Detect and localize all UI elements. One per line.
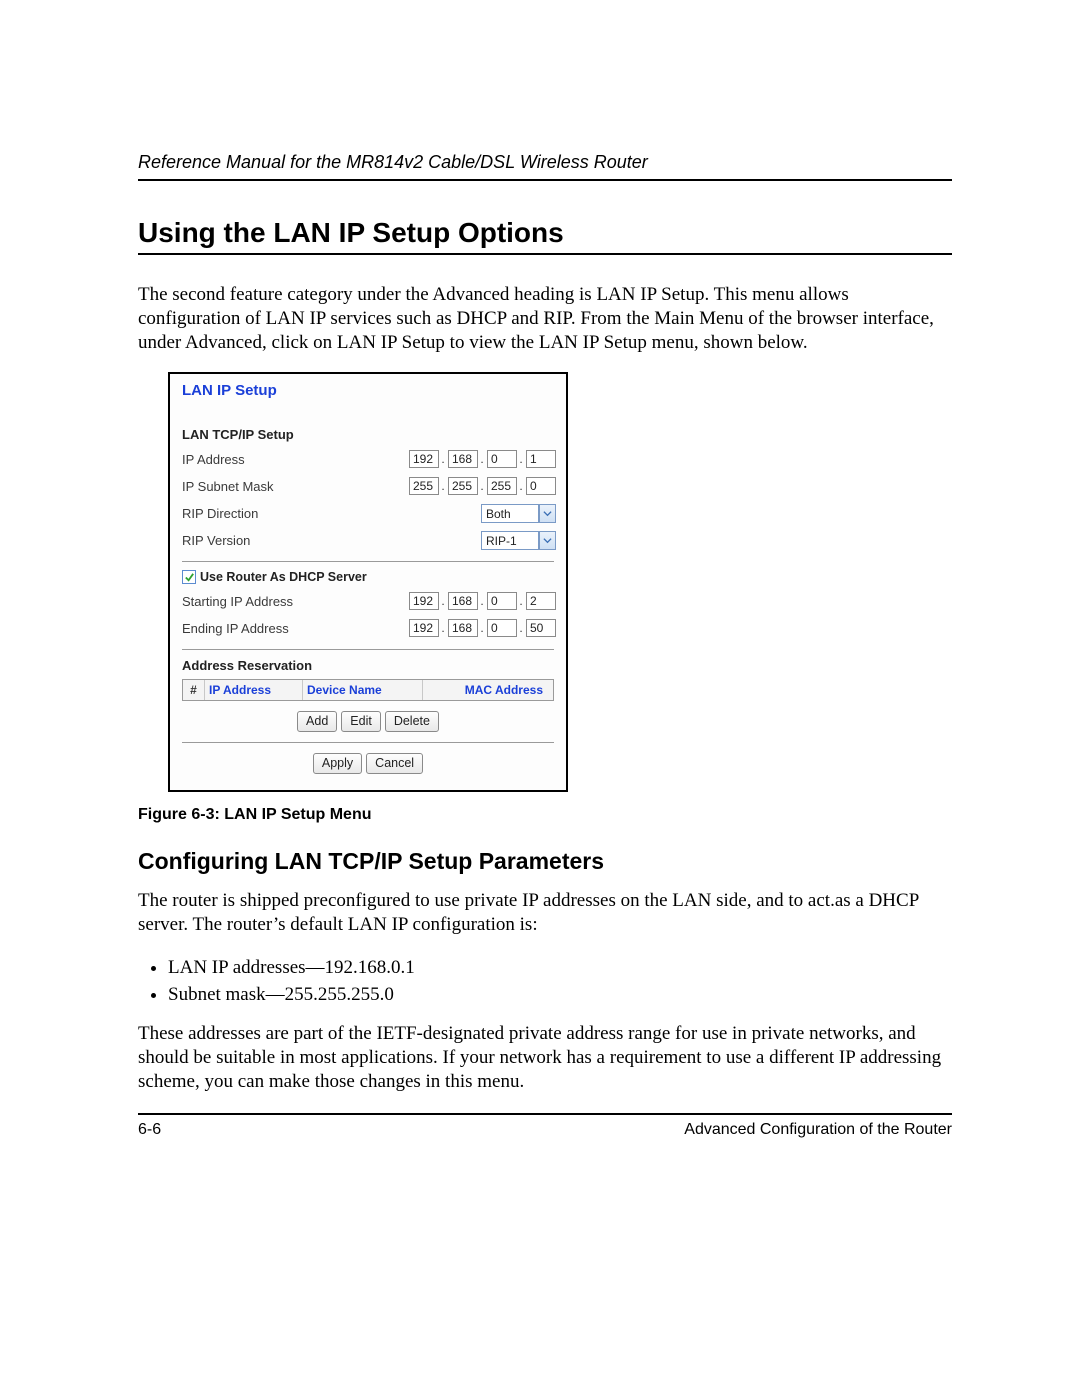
- chapter-name: Advanced Configuration of the Router: [684, 1121, 952, 1139]
- add-button[interactable]: Add: [297, 711, 337, 732]
- rip-direction-value: Both: [481, 504, 539, 523]
- dot: .: [439, 594, 448, 608]
- page-footer: 6-6 Advanced Configuration of the Router: [138, 1121, 952, 1139]
- ip-octet-3[interactable]: 0: [487, 450, 517, 468]
- ip-octet-1[interactable]: 192: [409, 450, 439, 468]
- row-ip-address: IP Address 192. 168. 0. 1: [182, 448, 556, 470]
- footer-rule: [138, 1113, 952, 1115]
- figure-caption: Figure 6-3: LAN IP Setup Menu: [138, 806, 952, 824]
- rip-direction-label: RIP Direction: [182, 506, 481, 521]
- starting-ip-label: Starting IP Address: [182, 594, 409, 609]
- list-item: Subnet mask—255.255.255.0: [168, 982, 952, 1008]
- section-intro: The second feature category under the Ad…: [138, 283, 952, 354]
- mask-octet-2[interactable]: 255: [448, 477, 478, 495]
- dot: .: [517, 594, 526, 608]
- subsection-p1: The router is shipped preconfigured to u…: [138, 889, 952, 937]
- end-octet-1[interactable]: 192: [409, 619, 439, 637]
- dot: .: [439, 479, 448, 493]
- rip-version-label: RIP Version: [182, 533, 481, 548]
- start-octet-2[interactable]: 168: [448, 592, 478, 610]
- row-dhcp-checkbox: Use Router As DHCP Server: [182, 570, 556, 584]
- dot: .: [517, 621, 526, 635]
- mask-octet-3[interactable]: 255: [487, 477, 517, 495]
- apply-button[interactable]: Apply: [313, 753, 362, 774]
- col-device-name: Device Name: [303, 680, 423, 700]
- lan-ip-setup-panel: LAN IP Setup LAN TCP/IP Setup IP Address…: [168, 372, 568, 792]
- col-number: #: [183, 680, 205, 700]
- edit-button[interactable]: Edit: [341, 711, 381, 732]
- form-buttons: Apply Cancel: [180, 753, 556, 774]
- rip-direction-select[interactable]: Both: [481, 504, 556, 523]
- row-starting-ip: Starting IP Address 192. 168. 0. 2: [182, 590, 556, 612]
- section-title: Using the LAN IP Setup Options: [138, 217, 952, 255]
- row-subnet-mask: IP Subnet Mask 255. 255. 255. 0: [182, 475, 556, 497]
- subnet-mask-label: IP Subnet Mask: [182, 479, 409, 494]
- address-reservation-table: # IP Address Device Name MAC Address: [182, 679, 554, 701]
- mask-octet-4[interactable]: 0: [526, 477, 556, 495]
- dot: .: [517, 479, 526, 493]
- ending-ip-label: Ending IP Address: [182, 621, 409, 636]
- end-octet-4[interactable]: 50: [526, 619, 556, 637]
- running-header: Reference Manual for the MR814v2 Cable/D…: [138, 152, 952, 181]
- divider: [182, 649, 554, 650]
- dot: .: [439, 621, 448, 635]
- table-header-row: # IP Address Device Name MAC Address: [183, 680, 553, 700]
- rip-version-value: RIP-1: [481, 531, 539, 550]
- delete-button[interactable]: Delete: [385, 711, 439, 732]
- dot: .: [478, 594, 487, 608]
- dot: .: [478, 452, 487, 466]
- start-octet-3[interactable]: 0: [487, 592, 517, 610]
- address-reservation-heading: Address Reservation: [182, 658, 556, 673]
- dot: .: [517, 452, 526, 466]
- mask-octet-1[interactable]: 255: [409, 477, 439, 495]
- end-octet-3[interactable]: 0: [487, 619, 517, 637]
- dot: .: [439, 452, 448, 466]
- subsection-title: Configuring LAN TCP/IP Setup Parameters: [138, 848, 952, 875]
- divider: [182, 561, 554, 562]
- ip-octet-4[interactable]: 1: [526, 450, 556, 468]
- end-octet-2[interactable]: 168: [448, 619, 478, 637]
- dhcp-checkbox-label: Use Router As DHCP Server: [200, 570, 367, 584]
- divider: [182, 742, 554, 743]
- chevron-down-icon[interactable]: [539, 531, 556, 550]
- chevron-down-icon[interactable]: [539, 504, 556, 523]
- ip-octet-2[interactable]: 168: [448, 450, 478, 468]
- figure-lan-ip-setup: LAN IP Setup LAN TCP/IP Setup IP Address…: [168, 372, 952, 792]
- tcpip-heading: LAN TCP/IP Setup: [182, 427, 556, 442]
- ip-address-label: IP Address: [182, 452, 409, 467]
- col-mac-address: MAC Address: [423, 680, 553, 700]
- list-item: LAN IP addresses—192.168.0.1: [168, 955, 952, 981]
- row-rip-direction: RIP Direction Both: [182, 502, 556, 524]
- cancel-button[interactable]: Cancel: [366, 753, 423, 774]
- row-ending-ip: Ending IP Address 192. 168. 0. 50: [182, 617, 556, 639]
- start-octet-4[interactable]: 2: [526, 592, 556, 610]
- panel-title: LAN IP Setup: [182, 382, 556, 399]
- subsection-p2: These addresses are part of the IETF-des…: [138, 1022, 952, 1093]
- page-number: 6-6: [138, 1121, 161, 1139]
- reservation-buttons: Add Edit Delete: [180, 711, 556, 732]
- start-octet-1[interactable]: 192: [409, 592, 439, 610]
- rip-version-select[interactable]: RIP-1: [481, 531, 556, 550]
- dot: .: [478, 621, 487, 635]
- dhcp-checkbox[interactable]: [182, 570, 196, 584]
- default-config-list: LAN IP addresses—192.168.0.1 Subnet mask…: [138, 955, 952, 1008]
- row-rip-version: RIP Version RIP-1: [182, 529, 556, 551]
- col-ip-address: IP Address: [205, 680, 303, 700]
- dot: .: [478, 479, 487, 493]
